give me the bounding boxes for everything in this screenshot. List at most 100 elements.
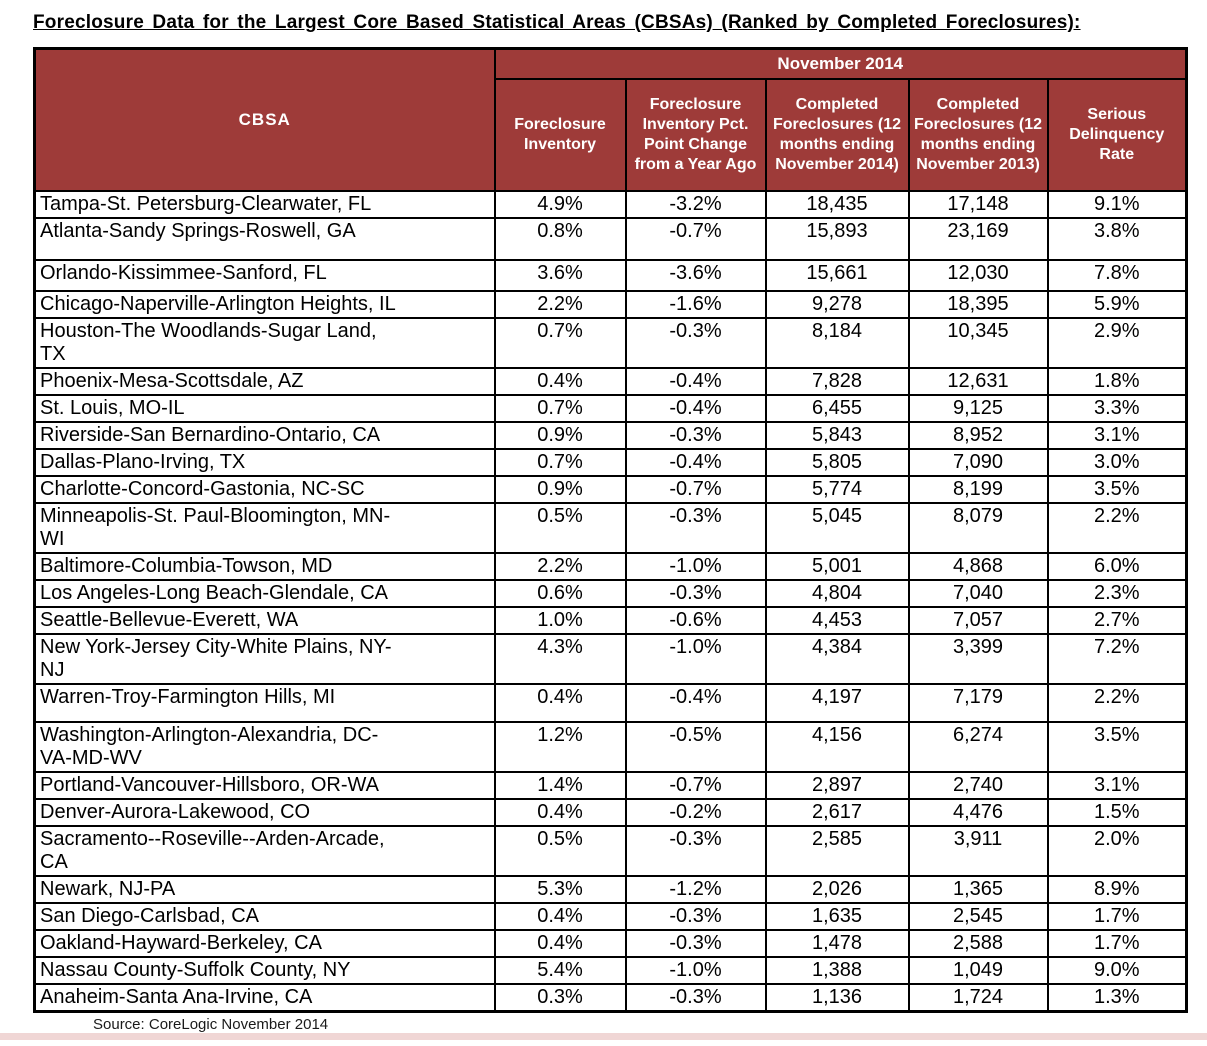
value-cell: 5.9% [1046,290,1188,319]
value-cell: 8,199 [907,475,1049,504]
column-header-completed-2013: Completed Foreclosures (12 months ending… [907,78,1049,192]
column-header-row: Foreclosure Inventory Foreclosure Invent… [35,78,1188,192]
value-cell: 3.5% [1046,721,1188,773]
value-cell: 9.1% [1046,190,1188,219]
value-cell: 0.5% [493,825,627,877]
value-cell: -0.3% [624,902,767,931]
table-row: Baltimore-Columbia-Towson, MD 2.2% -1.0% 5,… [33,552,1188,581]
cbsa-cell: Seattle-Bellevue-Everett, WA [33,606,496,635]
value-cell: 0.4% [493,902,627,931]
column-header-serious-delinquency-rate: Serious Delinquency Rate [1046,78,1188,192]
value-cell: 2,545 [907,902,1049,931]
cbsa-cell: Anaheim-Santa Ana-Irvine, CA [33,983,496,1013]
value-cell: 1.0% [493,606,627,635]
value-cell: 3,399 [907,633,1049,685]
table-row: New York-Jersey City-White Plains, NY- N… [33,633,1188,685]
value-cell: 2,026 [764,875,910,904]
value-cell: 0.6% [493,579,627,608]
value-cell: 18,395 [907,290,1049,319]
cbsa-cell: Houston-The Woodlands-Sugar Land, TX [33,317,496,369]
value-cell: -0.7% [624,217,767,261]
value-cell: 17,148 [907,190,1049,219]
cbsa-cell: Riverside-San Bernardino-Ontario, CA [33,421,496,450]
table-row: Portland-Vancouver-Hillsboro, OR-WA 1.4% -… [33,771,1188,800]
value-cell: 1,365 [907,875,1049,904]
value-cell: 3.6% [493,259,627,292]
table-row: Charlotte-Concord-Gastonia, NC-SC 0.9% -0.… [33,475,1188,504]
value-cell: 6,455 [764,394,910,423]
cbsa-cell: Dallas-Plano-Irving, TX [33,448,496,477]
value-cell: 2.3% [1046,579,1188,608]
cbsa-cell: Warren-Troy-Farmington Hills, MI [33,683,496,723]
value-cell: 7.8% [1046,259,1188,292]
value-cell: 2,585 [764,825,910,877]
value-cell: -3.2% [624,190,767,219]
value-cell: 0.8% [493,217,627,261]
value-cell: 9,278 [764,290,910,319]
table-row: San Diego-Carlsbad, CA 0.4% -0.3% 1,635 2,54… [33,902,1188,931]
value-cell: 0.7% [493,317,627,369]
value-cell: 8,952 [907,421,1049,450]
value-cell: 9,125 [907,394,1049,423]
table-row: Nassau County-Suffolk County, NY 5.4% -1.0… [33,956,1188,985]
value-cell: -1.0% [624,633,767,685]
value-cell: 0.7% [493,448,627,477]
table-row: Tampa-St. Petersburg-Clearwater, FL 4.9% -… [33,190,1188,219]
table-row: Warren-Troy-Farmington Hills, MI 0.4% -0.4… [33,683,1188,723]
table-row: Seattle-Bellevue-Everett, WA 1.0% -0.6% 4,4… [33,606,1188,635]
value-cell: 7,040 [907,579,1049,608]
cbsa-cell: Los Angeles-Long Beach-Glendale, CA [33,579,496,608]
value-cell: 5,774 [764,475,910,504]
value-cell: 3.3% [1046,394,1188,423]
value-cell: 23,169 [907,217,1049,261]
table-row: Newark, NJ-PA 5.3% -1.2% 2,026 1,365 8.9% [33,875,1188,904]
value-cell: 1,635 [764,902,910,931]
value-cell: -0.3% [624,929,767,958]
group-header-row: CBSA November 2014 [33,47,1188,192]
value-cell: 2.2% [493,552,627,581]
table-row: Orlando-Kissimmee-Sanford, FL 3.6% -3.6% 15… [33,259,1188,292]
column-header-completed-2014: Completed Foreclosures (12 months ending… [764,78,910,192]
column-header-foreclosure-inventory: Foreclosure Inventory [493,78,627,192]
value-cell: -0.3% [624,825,767,877]
value-cell: 1,724 [907,983,1049,1013]
value-cell: 8.9% [1046,875,1188,904]
value-cell: -0.7% [624,771,767,800]
value-cell: 2.0% [1046,825,1188,877]
cbsa-cell: San Diego-Carlsbad, CA [33,902,496,931]
value-cell: 4,156 [764,721,910,773]
value-cell: -0.4% [624,448,767,477]
value-cell: 8,079 [907,502,1049,554]
value-cell: 2,740 [907,771,1049,800]
value-cell: 2,897 [764,771,910,800]
cbsa-cell: Phoenix-Mesa-Scottsdale, AZ [33,367,496,396]
value-cell: 0.9% [493,421,627,450]
value-cell: -1.2% [624,875,767,904]
value-cell: 6.0% [1046,552,1188,581]
table-row: Chicago-Naperville-Arlington Heights, IL… [33,290,1188,319]
cbsa-cell: Charlotte-Concord-Gastonia, NC-SC [33,475,496,504]
value-cell: -0.4% [624,394,767,423]
value-cell: 9.0% [1046,956,1188,985]
table-row: Oakland-Hayward-Berkeley, CA 0.4% -0.3% 1,4… [33,929,1188,958]
value-cell: 12,631 [907,367,1049,396]
value-cell: 5,805 [764,448,910,477]
table-row: Dallas-Plano-Irving, TX 0.7% -0.4% 5,805 7,0… [33,448,1188,477]
value-cell: 4,868 [907,552,1049,581]
cbsa-cell: Atlanta-Sandy Springs-Roswell, GA [33,217,496,261]
page-bottom-strip [0,1033,1207,1040]
value-cell: 12,030 [907,259,1049,292]
cbsa-cell: Baltimore-Columbia-Towson, MD [33,552,496,581]
value-cell: 2.9% [1046,317,1188,369]
value-cell: 4,476 [907,798,1049,827]
cbsa-cell: Sacramento--Roseville--Arden-Arcade, CA [33,825,496,877]
table-row: Atlanta-Sandy Springs-Roswell, GA 0.8% -0.… [33,217,1188,261]
value-cell: 1.8% [1046,367,1188,396]
cbsa-cell: St. Louis, MO-IL [33,394,496,423]
table-row: St. Louis, MO-IL 0.7% -0.4% 6,455 9,125 3.3% [33,394,1188,423]
value-cell: 4,384 [764,633,910,685]
value-cell: 18,435 [764,190,910,219]
value-cell: 5.3% [493,875,627,904]
value-cell: 5,843 [764,421,910,450]
value-cell: -0.2% [624,798,767,827]
